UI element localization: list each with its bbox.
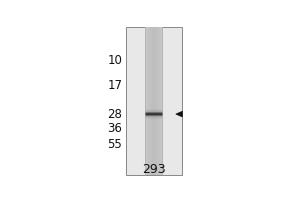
- Text: 17: 17: [107, 79, 122, 92]
- Text: 55: 55: [108, 138, 122, 151]
- Polygon shape: [176, 111, 182, 117]
- Text: 36: 36: [107, 122, 122, 135]
- Text: 28: 28: [107, 108, 122, 121]
- Text: 293: 293: [142, 163, 166, 176]
- Bar: [126, 27, 182, 175]
- Text: 10: 10: [107, 54, 122, 67]
